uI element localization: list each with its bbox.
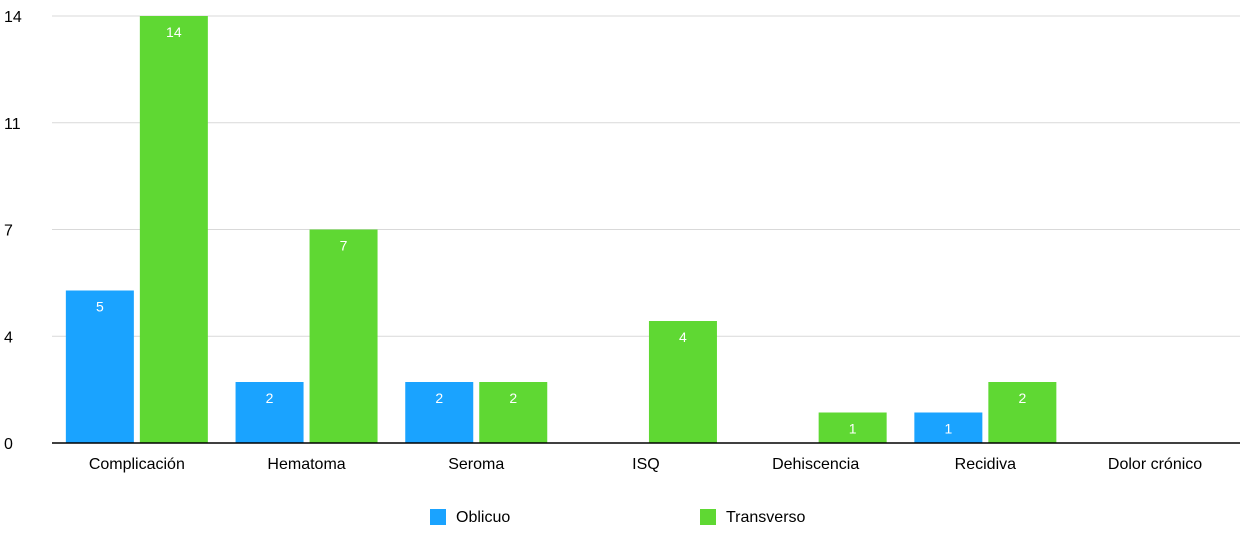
legend: Oblicuo Transverso — [430, 509, 806, 526]
data-label: 2 — [435, 390, 443, 406]
y-tick-label: 4 — [4, 329, 13, 346]
data-label: 4 — [679, 329, 687, 345]
gridlines — [52, 15, 1240, 337]
y-tick-label: 14 — [4, 9, 22, 26]
data-label: 1 — [849, 421, 857, 437]
data-label: 2 — [509, 390, 517, 406]
x-tick-label: Recidiva — [955, 456, 1016, 473]
bar-transverso-1 — [309, 229, 378, 443]
legend-swatch-oblicuo — [430, 509, 446, 525]
data-label: 1 — [944, 421, 952, 437]
bar-transverso-4 — [818, 412, 887, 443]
y-tick-label: 0 — [4, 436, 13, 453]
bar-oblicuo-2 — [405, 382, 474, 443]
data-label: 7 — [340, 238, 348, 254]
x-tick-label: ISQ — [632, 456, 660, 473]
bar-oblicuo-0 — [65, 290, 134, 443]
legend-label-oblicuo: Oblicuo — [456, 509, 510, 526]
legend-label-transverso: Transverso — [726, 509, 806, 526]
x-tick-label: Seroma — [448, 456, 504, 473]
x-tick-label: Hematoma — [267, 456, 345, 473]
x-tick-label: Dehiscencia — [772, 456, 859, 473]
bar-transverso-0 — [139, 16, 208, 443]
bar-oblicuo-5 — [914, 412, 983, 443]
bar-transverso-3 — [648, 321, 717, 443]
y-tick-label: 7 — [4, 223, 13, 240]
x-tick-label: Complicación — [89, 456, 185, 473]
x-tick-label: Dolor crónico — [1108, 456, 1202, 473]
bars — [65, 16, 1057, 443]
legend-swatch-transverso — [700, 509, 716, 525]
bar-oblicuo-1 — [235, 382, 304, 443]
data-label: 2 — [1018, 390, 1026, 406]
bar-transverso-5 — [988, 382, 1057, 443]
y-tick-label: 11 — [4, 116, 21, 133]
data-label: 2 — [266, 390, 274, 406]
data-label: 14 — [166, 24, 182, 40]
data-label: 5 — [96, 299, 104, 315]
bar-transverso-2 — [479, 382, 548, 443]
